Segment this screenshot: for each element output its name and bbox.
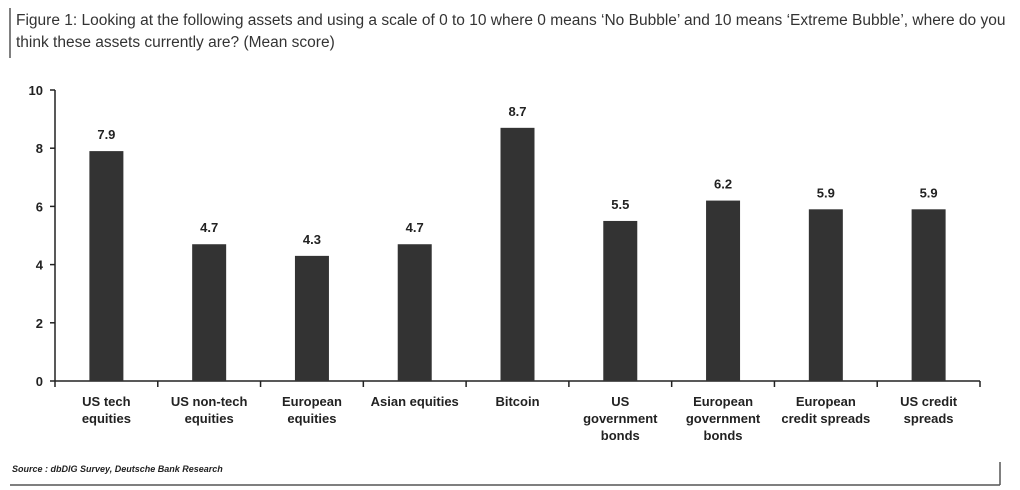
value-label: 4.7 [406, 220, 424, 235]
x-tick-label: US tech equities [82, 394, 131, 426]
y-tick-label: 8 [36, 141, 43, 156]
bar [603, 220, 638, 381]
x-tick-label: European credit spreads [781, 394, 870, 426]
value-label: 4.3 [303, 232, 321, 247]
y-tick-label: 6 [36, 199, 43, 214]
value-label: 8.7 [508, 104, 526, 119]
x-tick-label: European equities [282, 394, 342, 426]
y-tick-label: 2 [36, 316, 43, 331]
bar [192, 244, 227, 381]
y-tick-label: 4 [36, 258, 44, 273]
y-tick-label: 10 [29, 83, 43, 98]
value-label: 5.9 [817, 185, 835, 200]
value-label: 6.2 [714, 177, 732, 192]
title-box: Figure 1: Looking at the following asset… [16, 12, 1006, 51]
value-label: 5.5 [611, 197, 629, 212]
value-label: 7.9 [97, 127, 115, 142]
bar [500, 127, 535, 381]
source-note: Source : dbDIG Survey, Deutsche Bank Res… [12, 464, 223, 474]
y-tick-label: 0 [36, 374, 43, 389]
x-tick-label: Bitcoin [495, 394, 539, 409]
bar [706, 200, 741, 381]
bar [808, 209, 843, 381]
bar [911, 209, 946, 381]
x-tick-label: US government bonds [583, 394, 658, 443]
value-label: 4.7 [200, 220, 218, 235]
chart-title: Figure 1: Looking at the following asset… [16, 12, 1006, 51]
x-tick-label: US credit spreads [900, 394, 958, 426]
bar [294, 255, 329, 381]
value-label: 5.9 [920, 185, 938, 200]
x-tick-label: Asian equities [371, 394, 459, 409]
x-tick-label: European government bonds [686, 394, 761, 443]
bar [397, 244, 432, 381]
bar [89, 151, 124, 381]
x-tick-label: US non-tech equities [171, 394, 248, 426]
